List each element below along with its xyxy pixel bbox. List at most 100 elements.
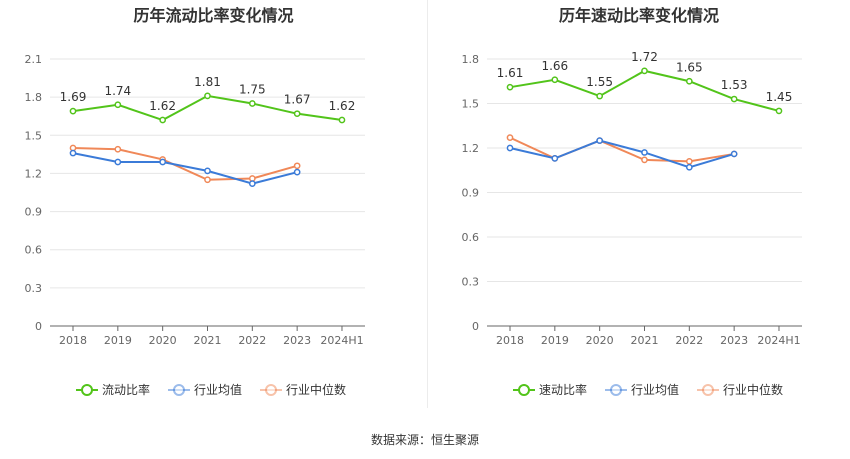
chart-2-point-速动比率 [596,92,604,100]
chart-2-point-行业均值 [685,163,693,171]
chart-2-data-label: 1.61 [497,66,524,80]
chart-1-ytick-label: 0.9 [25,206,43,219]
chart-1-ytick-label: 0.6 [25,244,43,257]
chart-2-xtick-label: 2018 [496,334,524,347]
chart-2-point-行业均值 [551,155,559,162]
chart-1-xtick-label: 2021 [193,334,221,347]
chart-1-point-行业均值 [248,180,256,187]
chart-2-legend: 速动比率 行业均值 行业中位数 [513,381,783,398]
chart-2-title: 历年速动比率变化情况 [558,6,719,25]
chart-1-xtick-label: 2020 [149,334,177,347]
chart-1-ytick-label: 2.1 [25,53,43,66]
chart-2-point-速动比率 [685,77,693,85]
chart-2-series-line-行业均值 [509,139,735,169]
chart-2-xtick-label: 2023 [720,334,748,347]
chart-2-series-line-行业中位数 [509,136,735,163]
chart-2-ytick-label: 0.6 [462,231,480,244]
legend-item[interactable]: 行业中位数 [697,381,783,398]
chart-1-point-行业中位数 [114,145,122,153]
chart-2-point-行业均值 [596,137,604,144]
chart-1-xtick-label: 2024H1 [320,334,363,347]
chart-2-xtick-label: 2020 [586,334,614,347]
chart-1-point-流动比率 [248,100,256,107]
chart-1-point-流动比率 [69,107,77,115]
chart-1-ytick-label: 0.3 [25,282,43,295]
chart-2-xtick-label: 2024H1 [757,334,800,347]
legend-label: 行业中位数 [286,383,347,397]
chart-1-point-行业中位数 [204,176,211,184]
chart-1-series-line-行业均值 [72,152,298,185]
chart-2-data-label: 1.55 [586,75,613,89]
chart-1-ytick-label: 1.2 [25,167,43,180]
chart-2-point-行业均值 [641,149,648,156]
chart-2-point-行业中位数 [685,158,693,165]
chart-2-data-label: 1.45 [766,90,793,104]
chart-2-point-速动比率 [775,107,783,115]
legend-marker-icon [697,383,720,396]
chart-2-data-label: 1.72 [631,50,658,64]
legend-label: 行业中位数 [723,383,784,397]
chart-2-point-行业中位数 [506,134,514,141]
chart-1-legend: 流动比率 行业均值 行业中位数 [76,381,346,398]
legend-label: 速动比率 [539,383,588,397]
legend-item[interactable]: 行业均值 [605,381,679,398]
chart-1-title: 历年流动比率变化情况 [133,6,294,25]
chart-1-point-行业中位数 [293,162,301,170]
chart-2-xtick-label: 2019 [541,334,569,347]
legend-marker-icon [513,383,535,396]
chart-2-point-速动比率 [641,67,648,75]
chart-1-point-行业均值 [204,167,211,175]
charts-canvas: 0 0.3 0.6 0.9 1.2 1.5 1.8 2.1 2018 2019 2020 2021 20… [25,50,802,347]
chart-1-data-label: 1.62 [149,99,176,113]
legend-item[interactable]: 行业中位数 [260,381,346,398]
chart-1-point-行业均值 [293,168,301,176]
chart-1-ytick-label: 1.8 [25,91,43,104]
chart-1-xtick-label: 2019 [104,334,132,347]
chart-2-xtick-label: 2022 [675,334,703,347]
chart-1-data-label: 1.67 [284,93,311,107]
chart-1-point-行业均值 [114,158,122,166]
chart-1-data-label: 1.81 [194,75,221,89]
chart-1-point-流动比率 [159,116,167,124]
chart-2-ytick-label: 0.9 [462,187,480,200]
chart-1-point-流动比率 [204,92,211,100]
chart-2-ytick-label: 1.2 [462,142,480,155]
chart-1-point-流动比率 [293,110,301,118]
chart-divider [427,0,428,408]
chart-1-data-label: 1.69 [60,90,87,104]
chart-1-xtick-label: 2023 [283,334,311,347]
chart-2-xtick-label: 2021 [630,334,658,347]
chart-1-data-label: 1.62 [329,99,356,113]
legend-item[interactable]: 流动比率 [76,381,150,398]
chart-2-point-行业均值 [730,150,738,158]
legend-marker-icon [605,383,628,396]
chart-2-point-速动比率 [506,83,514,91]
legend-item[interactable]: 行业均值 [168,381,242,398]
chart-1-series-line-行业中位数 [72,147,298,181]
chart-2-ytick-label: 0.3 [462,276,480,289]
chart-1-point-流动比率 [114,101,122,109]
legend-item[interactable]: 速动比率 [513,381,587,398]
chart-1-data-label: 1.75 [239,83,266,97]
chart-2-point-速动比率 [730,95,738,103]
chart-2-data-label: 1.53 [721,78,748,92]
chart-2-ytick-label: 1.8 [462,53,480,66]
chart-2-ytick-label: 1.5 [462,98,480,111]
legend-label: 流动比率 [102,383,151,397]
chart-1-ytick-label: 0 [35,320,42,333]
chart-2-ytick-label: 0 [472,320,479,333]
chart-1-xtick-label: 2022 [238,334,266,347]
legend-label: 行业均值 [194,383,243,397]
chart-1-data-label: 1.74 [104,84,131,98]
legend-marker-icon [76,383,98,396]
data-source: 数据来源：恒生聚源 [370,433,479,447]
chart-2-point-行业均值 [506,144,514,152]
chart-2-data-label: 1.65 [676,60,703,74]
chart-1-point-行业均值 [69,149,77,157]
legend-marker-icon [260,383,283,396]
chart-1-ytick-label: 1.5 [25,129,43,142]
chart-1-point-流动比率 [338,116,346,124]
chart-2-data-label: 1.66 [541,59,568,73]
legend-label: 行业均值 [631,383,680,397]
legend-marker-icon [168,383,191,396]
